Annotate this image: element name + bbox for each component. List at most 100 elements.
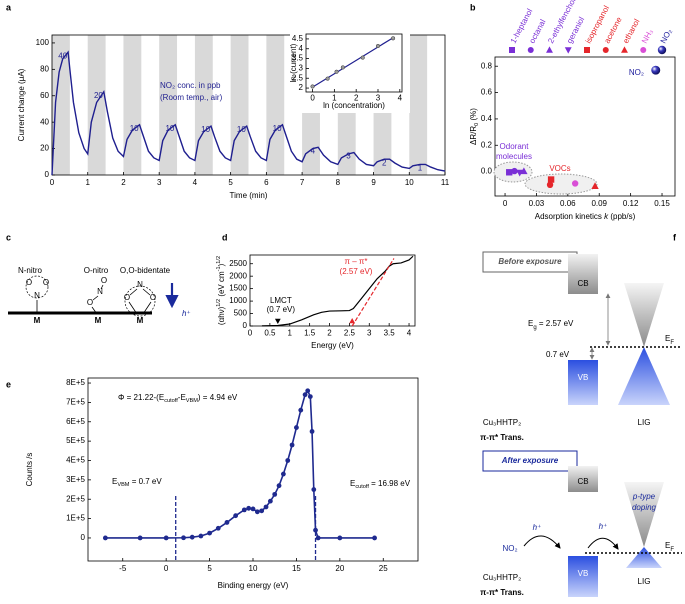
panel-c: N-nitro O-nitro O,O-bidentate O O N M O … [8,266,191,325]
panel-label: c [6,232,11,242]
chelate-ring [124,285,156,317]
x-tick-label: 6 [264,178,269,187]
x-tick-label: 5 [207,564,212,573]
structure-title: O,O-bidentate [120,266,171,275]
inset-background [290,27,410,113]
x-tick-label: 4 [398,94,403,103]
lig-label: LIG [638,577,651,586]
concentration-label: 10 [273,124,282,133]
legend-marker [657,45,667,55]
stage-label: After exposure [501,456,559,465]
doping-label: p-type [632,492,656,501]
y-tick-label: 0 [243,321,248,330]
lig-label: LIG [638,418,651,427]
x-tick-label: 0.15 [654,199,670,208]
panel-label: f [673,232,677,242]
y-axis-label-part: (αhν) [217,306,226,325]
dirac-cone [626,547,662,568]
legend-label: octanal [527,18,547,45]
legend-label: NH₃ [640,28,655,45]
stage-label: Before exposure [498,257,562,266]
y-tick-label: 60 [40,91,49,100]
group-outline [524,173,598,195]
x-tick-label: 0.09 [591,199,607,208]
label-box [482,450,578,472]
annotation: (Room temp., air) [160,93,223,102]
gas-label: NO₂ [502,544,517,553]
x-tick-label: 0 [164,564,169,573]
y-tick-label: 1000 [229,296,247,305]
gap-part: = 2.57 eV [537,319,574,328]
y-tick-label: 500 [234,309,248,318]
exposure-band [409,35,428,175]
atom: O [150,293,156,302]
data-point [310,84,315,89]
y-tick-label: 0.0 [481,167,493,176]
y-tick-label: 4E+5 [66,456,85,465]
offset-label: 0.7 eV [546,350,570,359]
x-tick-label: 5 [228,178,233,187]
x-tick-label: 0 [503,199,508,208]
fermi-part: F [670,547,674,553]
fermi-part: E [665,541,670,550]
legend-marker [640,47,647,53]
concentration-label: 10 [237,125,246,134]
x-tick-label: 3 [157,178,162,187]
x-axis-label: Energy (eV) [311,341,354,350]
chelate-ring [25,275,49,299]
x-tick-label: 1.5 [304,329,316,338]
fit-line [351,258,395,327]
panel-label: e [6,379,11,389]
band-label: VB [578,373,589,382]
x-axis-label: Binding energy (eV) [218,581,289,590]
y-tick-label: 1E+5 [66,514,85,523]
bond [128,301,138,315]
y-tick-label: 0.2 [481,140,493,149]
y-axis-label-part: ) [217,263,226,266]
y-tick-label: 1500 [229,284,247,293]
data-point [591,182,599,189]
x-tick-label: 1 [86,178,91,187]
data-point [391,36,396,41]
annotation: (0.7 eV) [267,305,296,314]
y-axis-label: Current change (μA) [17,68,26,141]
panel-label: d [222,232,228,242]
x-tick-label: 0 [248,329,253,338]
data-point [334,69,339,74]
conduction-band [568,254,598,294]
concentration-label: 4 [311,146,316,155]
formula-part: ) = 4.94 eV [198,393,238,402]
transition-label: π-π* Trans. [480,433,524,442]
annotation-part: E [350,479,355,488]
annotation: molecules [496,152,532,161]
dirac-cone [618,347,670,405]
concentration-label: 20 [94,91,103,100]
y-axis-label: ΔR/R0 (%) [469,108,480,145]
concentration-label: 40 [58,51,67,60]
x-tick-label: 0.06 [560,199,576,208]
exposure-band [123,35,142,175]
valence-band [568,360,598,405]
x-axis-label: Time (min) [230,191,268,200]
bond [129,288,138,296]
annotation-part: = 16.98 eV [369,479,411,488]
hole-label: h⁺ [182,309,191,318]
exposure-band [266,35,285,175]
x-tick-label: 4 [193,178,198,187]
x-tick-label: 3.5 [384,329,396,338]
x-tick-label: 15 [292,564,301,573]
x-tick-label: 0 [310,94,315,103]
transfer-arrow [587,537,619,550]
x-axis-label-part: Adsorption kinetics [535,212,604,221]
annotation: VOCs [549,164,570,173]
x-tick-label: 3 [367,329,372,338]
legend-marker [509,47,515,53]
valence-band [568,556,598,597]
data-point [340,65,345,70]
y-axis-label-part: (%) [469,108,478,123]
y-tick-label: 0 [45,170,50,179]
panel-label: b [470,2,476,12]
plot-frame [87,377,419,562]
x-tick-label: -5 [119,564,127,573]
exposure-band [194,35,213,175]
